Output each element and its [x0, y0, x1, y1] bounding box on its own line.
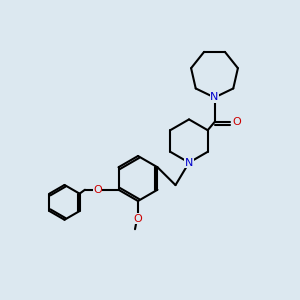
Text: O: O [93, 185, 102, 195]
Text: O: O [134, 214, 142, 224]
Text: N: N [185, 158, 193, 168]
Text: O: O [232, 117, 241, 127]
Text: N: N [210, 92, 219, 103]
